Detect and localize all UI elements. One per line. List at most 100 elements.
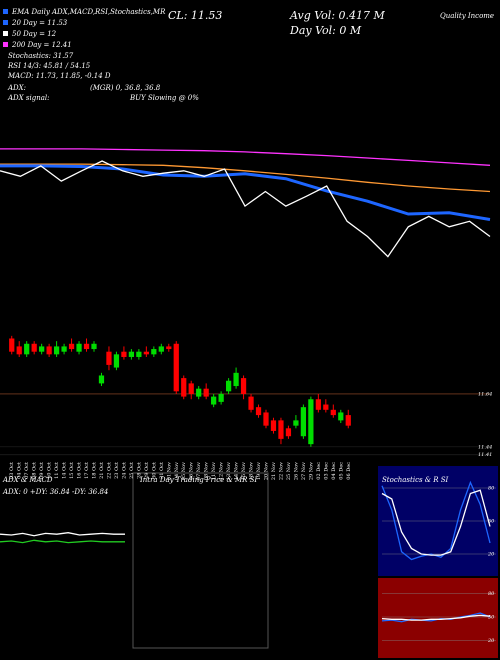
x-tick-label: 18 Nov [249, 462, 255, 480]
legend-swatch [3, 31, 8, 36]
x-tick-label: 16 Oct [77, 462, 83, 479]
candle-body [233, 372, 239, 387]
legend-swatch [3, 9, 8, 14]
x-tick-label: 21 Oct [99, 462, 105, 479]
intraday-panel [132, 472, 269, 649]
candle-body [173, 343, 179, 392]
candle-body [345, 415, 351, 426]
legend-swatch [3, 42, 8, 47]
candle-body [315, 399, 321, 410]
candle-body [308, 399, 314, 445]
x-tick-label: 08 Nov [204, 462, 210, 480]
series-line [0, 148, 491, 166]
candle-body [270, 420, 277, 431]
series-line [0, 163, 491, 193]
candle-body [240, 378, 247, 394]
x-tick-label: 22 Nov [278, 462, 284, 480]
x-tick-label: 04 Oct [17, 462, 23, 479]
x-tick-label: 18 Oct [92, 462, 98, 479]
candle-body [218, 393, 224, 402]
candle-body [225, 380, 232, 392]
candle-body [39, 346, 45, 352]
candle-body [113, 354, 120, 368]
legend-swatch [3, 20, 8, 25]
close-price: CL: 11.53 [168, 9, 222, 22]
candle-body [166, 346, 172, 350]
stoch-text: Stochastics: 31.57 [8, 52, 74, 60]
panel-title: ADX & MACD [2, 476, 53, 484]
x-tick-label: 05 Dec [338, 462, 344, 480]
candle-body [323, 404, 329, 410]
x-tick-label: 09 Oct [39, 462, 45, 479]
macd-text: MACD: 11.73, 11.85, -0.14 D [7, 72, 111, 80]
y-tick-label: 50 [488, 519, 495, 525]
x-tick-label: 07 Oct [24, 462, 30, 479]
x-tick-label: 12 Nov [219, 462, 225, 480]
x-tick-label: 14 Oct [62, 462, 68, 479]
candle-body [121, 351, 127, 357]
adx-signal: ADX signal: [7, 94, 49, 102]
x-tick-label: 28 Oct [136, 462, 142, 479]
panel-title: Intra Day Trading Price & MR SI [139, 476, 257, 484]
x-tick-label: 30 Oct [151, 462, 157, 479]
series-line [381, 614, 491, 621]
x-tick-label: 05 Nov [181, 462, 187, 480]
adx-value: (MGR) 0, 36.8, 36.8 [90, 84, 161, 92]
candle-body [83, 343, 90, 350]
x-tick-label: 20 Nov [264, 462, 270, 480]
candle-body [68, 343, 75, 350]
candle-body [188, 383, 194, 394]
adx-text: ADX: [7, 84, 26, 92]
candle-body [278, 420, 284, 439]
x-tick-label: 04 Nov [174, 462, 180, 480]
candle-body [248, 396, 254, 410]
candle-body [106, 351, 112, 365]
x-tick-label: 01 Nov [166, 462, 172, 480]
x-tick-label: 25 Nov [286, 462, 292, 480]
candle-body [31, 343, 37, 352]
x-tick-label: 03 Dec [323, 462, 329, 480]
x-tick-label: 15 Nov [241, 462, 247, 480]
ma50: 50 Day = 12 [12, 30, 57, 38]
series-line [0, 539, 125, 544]
x-tick-label: 23 Oct [114, 462, 120, 479]
candle-body [158, 346, 164, 352]
candle-body [151, 349, 157, 355]
x-tick-label: 17 Oct [84, 462, 90, 479]
candle-body [285, 428, 292, 437]
x-tick-label: 24 Oct [121, 462, 127, 479]
candle-body [255, 407, 262, 416]
candle-body [181, 378, 187, 397]
candle-body [61, 346, 67, 352]
candle-body [293, 420, 299, 426]
adx-signal-value: BUY Slowing @ 0% [129, 94, 199, 102]
candle-body [338, 412, 344, 421]
x-tick-label: 02 Dec [316, 462, 322, 480]
x-tick-label: 31 Oct [159, 462, 165, 479]
x-tick-label: 27 Nov [301, 462, 307, 480]
candle-body [300, 407, 307, 437]
y-tick-label: 11.44 [478, 444, 492, 450]
candle-body [330, 409, 336, 416]
x-tick-label: 25 Oct [129, 462, 135, 479]
candle-body [9, 338, 15, 352]
candle-body [196, 388, 202, 397]
x-tick-label: 10 Oct [47, 462, 53, 479]
x-tick-label: 08 Oct [32, 462, 38, 479]
x-tick-label: 29 Nov [308, 462, 314, 480]
y-tick-label: 80 [488, 591, 495, 597]
candle-body [76, 343, 82, 352]
candle-body [24, 343, 30, 355]
y-tick-label: 20 [487, 552, 495, 558]
x-tick-label: 06 Dec [346, 462, 352, 480]
y-tick-label: 11.64 [478, 391, 492, 397]
candle-body [136, 351, 142, 357]
avg-volume: Avg Vol: 0.417 M [289, 9, 386, 22]
rsi-text: RSI 14/3: 45.81 / 54.15 [7, 62, 91, 70]
candle-body [91, 343, 97, 350]
y-tick-label: 80 [488, 486, 495, 492]
x-tick-label: 06 Nov [189, 462, 195, 480]
day-volume: Day Vol: 0 M [289, 24, 362, 37]
candle-body [53, 346, 60, 355]
x-tick-label: 03 Oct [9, 462, 15, 479]
